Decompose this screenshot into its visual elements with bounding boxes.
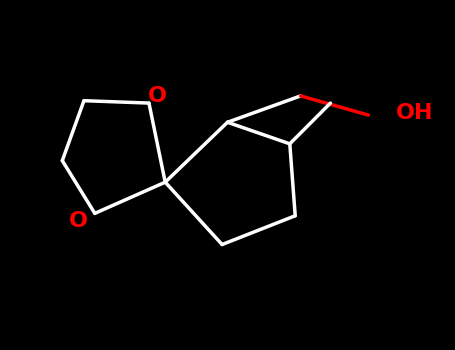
Text: OH: OH <box>395 103 433 122</box>
Text: O: O <box>147 86 167 106</box>
Text: O: O <box>69 211 88 231</box>
